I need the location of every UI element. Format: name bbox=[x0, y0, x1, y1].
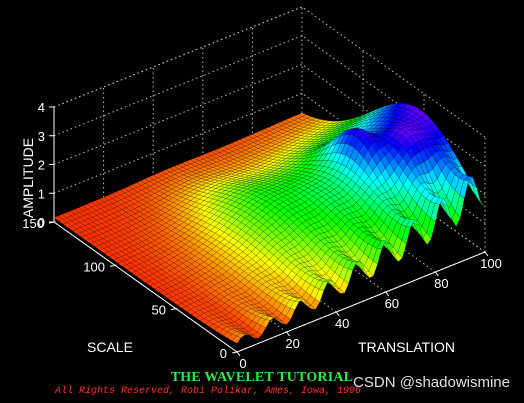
grid-line bbox=[301, 121, 486, 253]
y-tick-mark bbox=[231, 351, 238, 354]
x-tick-label: 20 bbox=[285, 336, 299, 351]
z-tick-label: 1 bbox=[38, 186, 45, 201]
grid-line bbox=[53, 35, 303, 137]
x-tick-label: 100 bbox=[480, 256, 502, 271]
watermark: CSDN @shadowismine bbox=[353, 374, 510, 391]
surface-layer bbox=[53, 103, 486, 344]
grid-line bbox=[53, 6, 303, 108]
grid-line bbox=[202, 161, 387, 293]
copyright-note: All Rights Reserved, Robi Polikar, Ames,… bbox=[55, 386, 362, 397]
grid-line bbox=[301, 6, 486, 138]
z-axis-label: AMPLITUDE bbox=[20, 138, 36, 218]
x-tick-mark bbox=[335, 311, 340, 317]
z-tick-label: 3 bbox=[38, 129, 45, 144]
z-tick-label: 2 bbox=[38, 158, 45, 173]
x-tick-label: 80 bbox=[434, 276, 448, 291]
x-tick-label: 0 bbox=[239, 356, 246, 371]
y-tick-label: 150 bbox=[22, 216, 44, 231]
y-tick-mark bbox=[170, 308, 177, 311]
x-tick-label: 40 bbox=[335, 316, 349, 331]
x-tick-mark bbox=[236, 351, 241, 357]
x-axis-line bbox=[236, 251, 486, 353]
x-tick-label: 60 bbox=[385, 296, 399, 311]
grid-line bbox=[252, 141, 436, 273]
x-tick-mark bbox=[434, 271, 439, 277]
y-axis-line bbox=[53, 221, 238, 353]
surface-patch bbox=[232, 335, 242, 344]
x-axis-label: TRANSLATION bbox=[358, 339, 455, 355]
z-tick-label: 4 bbox=[38, 100, 45, 115]
grid-line bbox=[301, 35, 486, 167]
x-tick-mark bbox=[385, 291, 390, 297]
y-tick-label: 50 bbox=[152, 303, 166, 318]
y-tick-label: 0 bbox=[220, 346, 227, 361]
y-axis-label: SCALE bbox=[87, 339, 133, 355]
x-tick-mark bbox=[484, 251, 489, 257]
x-tick-mark bbox=[286, 331, 291, 337]
grid-line bbox=[53, 6, 303, 108]
y-tick-label: 100 bbox=[83, 259, 105, 274]
z-tick-label: 0 bbox=[38, 215, 45, 230]
y-tick-mark bbox=[109, 264, 116, 267]
plot-title: THE WAVELET TUTORIAL bbox=[170, 370, 354, 385]
